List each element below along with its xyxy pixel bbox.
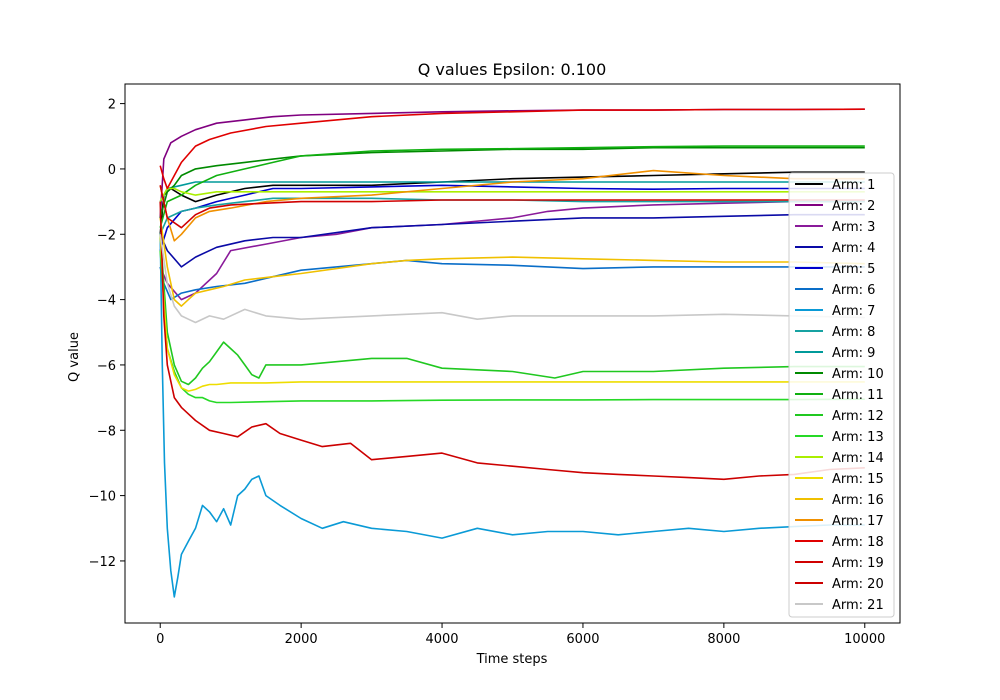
legend-label: Arm: 21	[832, 598, 884, 613]
y-axis-ticks: −12 −10 −8 −6 −4 −2 0 2	[89, 98, 125, 570]
legend-label: Arm: 9	[832, 346, 875, 361]
y-tick-label: −10	[89, 490, 116, 505]
x-tick-label: 0	[156, 632, 164, 647]
series-line-arm-20	[159, 201, 865, 481]
legend-label: Arm: 14	[832, 451, 884, 466]
legend-label: Arm: 3	[832, 220, 875, 235]
series-line-arm-6	[159, 259, 865, 301]
legend-label: Arm: 11	[832, 388, 884, 403]
chart-title: Q values Epsilon: 0.100	[418, 60, 607, 79]
series-line-arm-13	[159, 250, 865, 404]
series-line-arm-19	[159, 185, 865, 229]
legend-label: Arm: 19	[832, 556, 884, 571]
legend-label: Arm: 8	[832, 325, 875, 340]
plot-frame	[124, 83, 901, 624]
y-tick-label: −12	[89, 555, 116, 570]
legend-label: Arm: 12	[832, 409, 884, 424]
legend-label: Arm: 1	[832, 178, 875, 193]
y-tick-label: −4	[97, 294, 116, 309]
x-tick-label: 2000	[285, 632, 318, 647]
series-line-arm-11	[159, 145, 865, 228]
x-tick-label: 8000	[707, 632, 740, 647]
series-line-arm-12	[159, 234, 865, 386]
y-tick-label: 2	[108, 98, 116, 113]
legend-label: Arm: 10	[832, 367, 884, 382]
series-line-arm-7	[159, 234, 865, 598]
legend-label: Arm: 2	[832, 199, 875, 214]
legend-label: Arm: 7	[832, 304, 875, 319]
legend-label: Arm: 15	[832, 472, 884, 487]
series-line-arm-21	[159, 234, 865, 324]
legend-label: Arm: 18	[832, 535, 884, 550]
series-line-arm-4	[159, 213, 865, 268]
legend-label: Arm: 20	[832, 577, 884, 592]
series-line-arm-14	[159, 187, 865, 202]
series-line-arm-17	[159, 169, 865, 242]
x-tick-label: 4000	[425, 632, 458, 647]
y-tick-label: −6	[97, 359, 116, 374]
series-line-arm-15	[159, 234, 865, 392]
series-line-arm-16	[159, 217, 865, 307]
y-tick-label: 0	[108, 163, 116, 178]
legend-label: Arm: 5	[832, 262, 875, 277]
legend-label: Arm: 6	[832, 283, 875, 298]
legend-label: Arm: 17	[832, 514, 884, 529]
x-tick-label: 10000	[844, 632, 885, 647]
x-tick-label: 6000	[566, 632, 599, 647]
y-tick-label: −8	[97, 424, 116, 439]
y-tick-label: −2	[97, 228, 116, 243]
series-line-arm-8	[159, 197, 865, 235]
y-axis-label: Q value	[67, 332, 82, 382]
series-line-arm-1	[159, 171, 865, 235]
legend: Arm: 1 Arm: 2 Arm: 3 Arm: 4 Arm: 5 Arm: 6 Arm:…	[788, 172, 895, 618]
legend-label: Arm: 16	[832, 493, 884, 508]
x-axis-label: Time steps	[476, 652, 548, 667]
x-axis-ticks: 0 2000 4000 6000 8000 10000	[156, 623, 885, 647]
legend-frame	[788, 172, 895, 618]
legend-label: Arm: 13	[832, 430, 884, 445]
series-line-arm-18	[159, 108, 865, 190]
legend-label: Arm: 4	[832, 241, 875, 256]
series-lines	[159, 108, 865, 598]
series-line-arm-9	[159, 181, 865, 202]
